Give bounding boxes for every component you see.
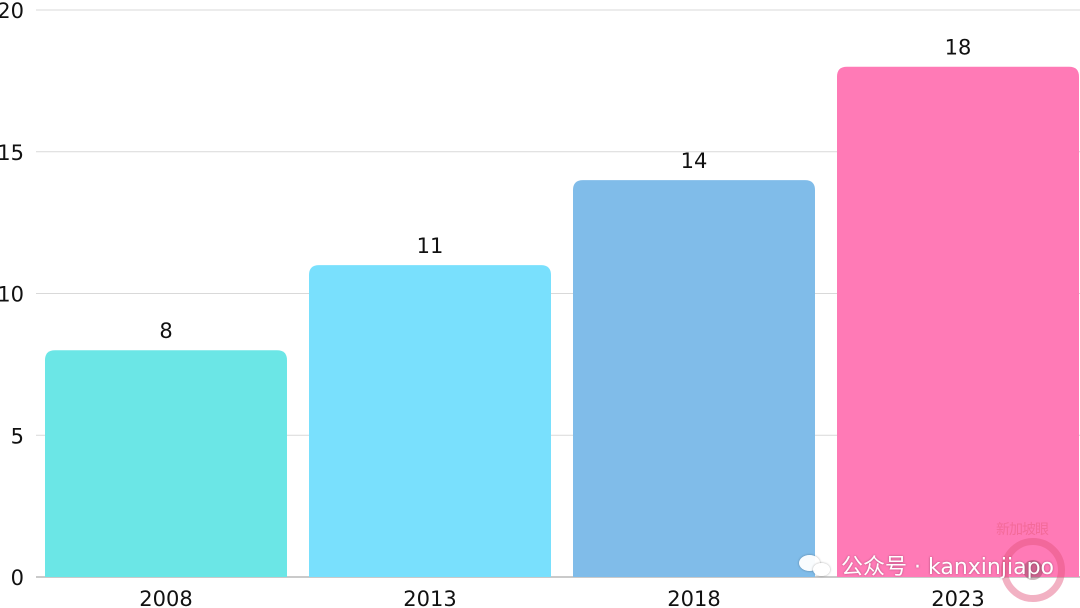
x-tick-label-2008: 2008	[139, 587, 192, 608]
data-label-2008: 8	[159, 319, 172, 343]
y-tick-label-15: 15	[0, 141, 24, 165]
bars	[45, 66, 1079, 577]
data-label-2013: 11	[417, 234, 444, 258]
x-tick-label-2023: 2023	[931, 587, 984, 608]
x-axis-ticks: 2008 2013 2018 2023	[139, 587, 984, 608]
y-tick-label-10: 10	[0, 283, 24, 307]
y-tick-label-20: 20	[0, 0, 24, 23]
data-label-2018: 14	[681, 149, 708, 173]
y-tick-label-5: 5	[11, 424, 24, 448]
x-tick-label-2013: 2013	[403, 587, 456, 608]
y-axis-ticks: 0 5 10 15 20	[0, 0, 24, 590]
data-label-2023: 18	[945, 36, 972, 60]
x-tick-label-2018: 2018	[667, 587, 720, 608]
data-labels: 8 11 14 18	[159, 36, 971, 344]
bar-2018	[573, 180, 815, 577]
bar-2013	[309, 265, 551, 577]
y-tick-label-0: 0	[11, 566, 24, 590]
bar-2008	[45, 350, 287, 577]
bar-2023	[837, 66, 1079, 577]
